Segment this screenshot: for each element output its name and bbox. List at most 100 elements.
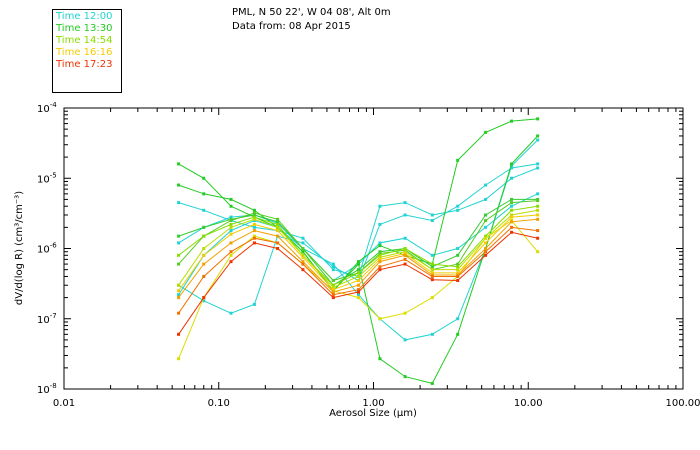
x-tick-label: 10.00 xyxy=(514,398,543,409)
data-point xyxy=(202,208,206,212)
data-point xyxy=(229,215,233,219)
data-point xyxy=(252,222,256,226)
data-point xyxy=(252,215,256,219)
data-point xyxy=(276,241,280,245)
data-point xyxy=(177,201,181,205)
data-point xyxy=(403,262,407,266)
data-point xyxy=(536,213,540,217)
data-point xyxy=(331,262,335,266)
data-point xyxy=(484,250,488,254)
data-point xyxy=(378,260,382,264)
data-point xyxy=(177,253,181,257)
data-point xyxy=(536,204,540,208)
data-point xyxy=(510,162,514,166)
data-point xyxy=(510,225,514,229)
data-point xyxy=(177,283,181,287)
data-point xyxy=(536,208,540,212)
data-point xyxy=(177,293,181,297)
legend-entry-2: Time 13:30 xyxy=(56,23,113,34)
y-tick-label: 10-8 xyxy=(37,382,57,396)
data-point xyxy=(536,217,540,221)
date-info: Data from: 08 Apr 2015 xyxy=(232,21,351,32)
data-point xyxy=(301,250,305,254)
y-tick-label: 10-6 xyxy=(37,242,57,256)
data-point xyxy=(430,262,434,266)
series-1700 xyxy=(177,225,540,315)
data-point xyxy=(484,241,488,245)
data-point xyxy=(484,247,488,250)
data-point xyxy=(378,251,382,255)
data-point xyxy=(536,250,540,254)
data-point xyxy=(456,208,460,212)
data-point xyxy=(510,166,514,170)
data-point xyxy=(430,253,434,257)
data-point xyxy=(301,268,305,272)
data-point xyxy=(202,299,206,303)
data-point xyxy=(403,253,407,257)
data-point xyxy=(510,213,514,217)
data-point xyxy=(378,244,382,248)
data-point xyxy=(484,130,488,134)
data-point xyxy=(456,268,460,272)
data-point xyxy=(202,253,206,257)
series-line xyxy=(178,231,538,335)
data-point xyxy=(229,241,233,245)
data-point xyxy=(301,255,305,259)
data-point xyxy=(456,274,460,278)
y-tick-label: 10-4 xyxy=(37,101,57,115)
data-point xyxy=(276,225,280,229)
x-tick-label: 0.10 xyxy=(208,398,230,409)
data-point xyxy=(536,138,540,142)
series-group xyxy=(177,117,540,385)
data-point xyxy=(378,265,382,269)
data-point xyxy=(378,357,382,361)
series-1616 xyxy=(177,213,540,293)
data-point xyxy=(403,338,407,342)
data-point xyxy=(510,208,514,212)
data-point xyxy=(357,260,361,264)
data-point xyxy=(177,241,181,245)
data-point xyxy=(456,247,460,250)
series-1245 xyxy=(177,138,540,342)
data-point xyxy=(484,225,488,229)
data-point xyxy=(202,192,206,196)
data-point xyxy=(177,234,181,238)
data-point xyxy=(456,279,460,283)
data-point xyxy=(378,222,382,226)
data-point xyxy=(229,253,233,257)
axis-ticks xyxy=(63,108,683,390)
data-point xyxy=(378,250,382,254)
data-point xyxy=(536,199,540,203)
data-point xyxy=(357,293,361,297)
chart-header: PML, N 50 22', W 04 08', Alt 0m Data fro… xyxy=(232,6,391,34)
data-point xyxy=(430,265,434,269)
data-point xyxy=(252,217,256,221)
data-point xyxy=(229,250,233,254)
data-point xyxy=(430,332,434,336)
data-point xyxy=(331,288,335,292)
data-point xyxy=(536,229,540,233)
data-point xyxy=(403,236,407,240)
data-point xyxy=(456,204,460,208)
data-point xyxy=(301,260,305,264)
data-point xyxy=(484,253,488,257)
data-point xyxy=(331,265,335,269)
data-point xyxy=(430,219,434,223)
data-point xyxy=(430,296,434,300)
series-1520 xyxy=(177,208,540,289)
legend-box: Time 12:00 Time 13:30 Time 14:54 Time 16… xyxy=(52,9,122,93)
data-point xyxy=(403,311,407,315)
data-point xyxy=(177,332,181,336)
data-point xyxy=(229,222,233,226)
data-point xyxy=(202,262,206,266)
data-point xyxy=(456,262,460,266)
data-point xyxy=(357,262,361,266)
data-point xyxy=(252,236,256,240)
legend-entry-3: Time 14:54 xyxy=(56,35,113,46)
data-point xyxy=(202,296,206,300)
data-point xyxy=(378,255,382,259)
data-point xyxy=(378,317,382,321)
data-point xyxy=(378,268,382,272)
data-point xyxy=(510,201,514,205)
data-point xyxy=(403,375,407,379)
